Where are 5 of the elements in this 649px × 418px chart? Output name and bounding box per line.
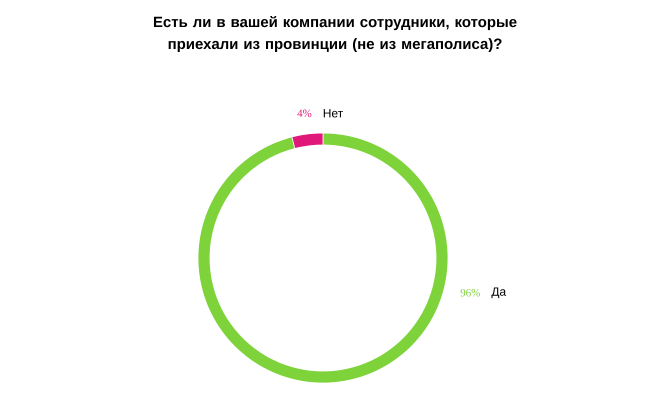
slice-label: Да: [491, 287, 506, 298]
data-label: 96%: [460, 289, 480, 296]
slice-label: Нет: [324, 109, 343, 118]
chart-title: Есть ли в вашей компании сотрудники, которые приехали из провинции (не из мегаполиса)?: [154, 16, 517, 52]
data-label: 4%: [297, 110, 312, 117]
